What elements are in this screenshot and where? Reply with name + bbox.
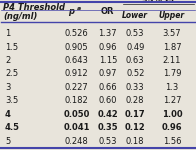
- Bar: [1, 27, 195, 40]
- Text: 0.905: 0.905: [65, 43, 88, 52]
- Text: (ng/ml): (ng/ml): [3, 12, 37, 21]
- Text: 0.52: 0.52: [126, 69, 144, 78]
- Text: 3.57: 3.57: [163, 29, 181, 38]
- Text: P4 Threshold: P4 Threshold: [3, 3, 65, 12]
- Text: 0.526: 0.526: [64, 29, 88, 38]
- Text: 1.15: 1.15: [99, 56, 117, 65]
- Text: 0.63: 0.63: [126, 56, 145, 65]
- Text: 4: 4: [5, 110, 11, 119]
- Bar: [1, 81, 195, 94]
- Text: 1.37: 1.37: [98, 29, 117, 38]
- Text: 1.27: 1.27: [163, 96, 181, 105]
- Text: 1.00: 1.00: [162, 110, 182, 119]
- Bar: [1, 54, 195, 67]
- Text: Upper: Upper: [159, 11, 185, 20]
- Bar: [1, 121, 195, 134]
- Text: 0.60: 0.60: [99, 96, 117, 105]
- Text: 1.87: 1.87: [163, 43, 181, 52]
- Bar: [1, 108, 195, 121]
- Text: OR: OR: [101, 8, 114, 16]
- Text: a: a: [76, 6, 81, 11]
- Text: 1.56: 1.56: [163, 136, 181, 146]
- Text: 0.041: 0.041: [63, 123, 90, 132]
- Text: 0.96: 0.96: [162, 123, 182, 132]
- Text: 1.3: 1.3: [165, 83, 179, 92]
- Bar: [1, 67, 195, 81]
- Text: 0.28: 0.28: [126, 96, 144, 105]
- Text: 0.248: 0.248: [64, 136, 88, 146]
- Text: 1.79: 1.79: [163, 69, 181, 78]
- Text: 2.5: 2.5: [5, 69, 18, 78]
- Text: 95% CI: 95% CI: [142, 0, 174, 4]
- Text: 1: 1: [5, 29, 10, 38]
- Text: 4.5: 4.5: [5, 123, 20, 132]
- Text: 0.53: 0.53: [126, 29, 144, 38]
- Bar: [1, 94, 195, 108]
- Text: Lower: Lower: [122, 11, 148, 20]
- Text: 2.11: 2.11: [163, 56, 181, 65]
- Text: 0.53: 0.53: [99, 136, 117, 146]
- Text: 1.5: 1.5: [5, 43, 18, 52]
- Text: 0.18: 0.18: [126, 136, 144, 146]
- Text: 0.643: 0.643: [64, 56, 88, 65]
- Text: 3: 3: [5, 83, 10, 92]
- Bar: [1, 134, 195, 148]
- Text: 5: 5: [5, 136, 10, 146]
- Bar: [1, 2, 195, 10]
- Text: 0.227: 0.227: [64, 83, 88, 92]
- Text: 0.33: 0.33: [126, 83, 145, 92]
- Text: 0.912: 0.912: [65, 69, 88, 78]
- Text: 0.182: 0.182: [64, 96, 88, 105]
- Text: 0.12: 0.12: [125, 123, 146, 132]
- Text: 0.97: 0.97: [99, 69, 117, 78]
- Text: 0.66: 0.66: [98, 83, 117, 92]
- Text: 0.49: 0.49: [126, 43, 144, 52]
- Text: 0.42: 0.42: [97, 110, 118, 119]
- Text: p: p: [68, 8, 74, 16]
- Text: 2: 2: [5, 56, 10, 65]
- Text: 0.050: 0.050: [63, 110, 90, 119]
- Text: 0.96: 0.96: [99, 43, 117, 52]
- Bar: [1, 40, 195, 54]
- Text: 0.35: 0.35: [97, 123, 118, 132]
- Text: 0.17: 0.17: [125, 110, 146, 119]
- Text: 3.5: 3.5: [5, 96, 18, 105]
